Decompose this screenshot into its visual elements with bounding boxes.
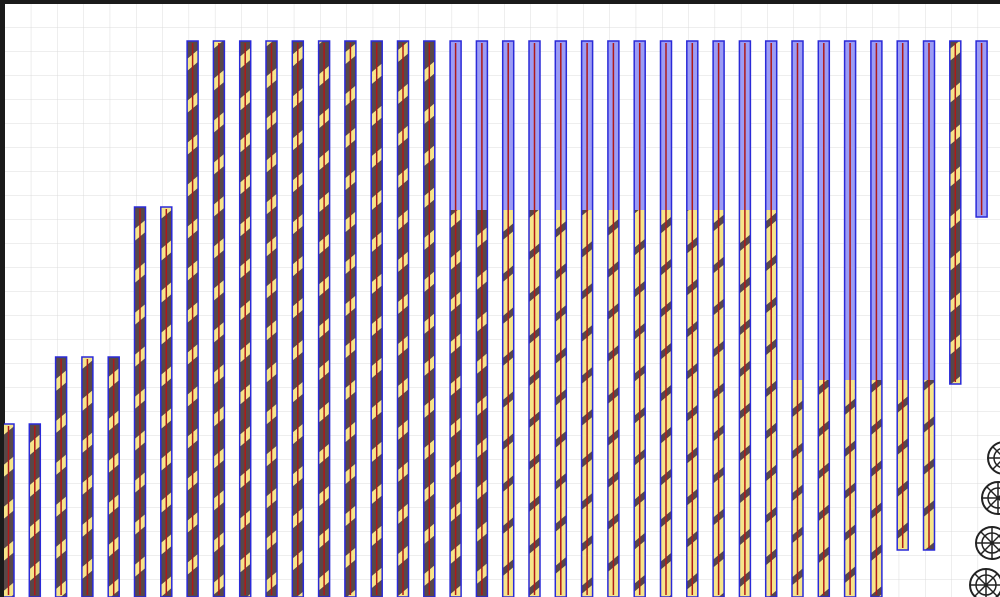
column-outline xyxy=(975,40,988,218)
column xyxy=(291,40,305,597)
column-outline xyxy=(449,40,462,597)
column-outline xyxy=(265,40,278,597)
column xyxy=(501,40,515,597)
column xyxy=(423,40,436,597)
column xyxy=(449,40,462,597)
column xyxy=(975,40,988,218)
column xyxy=(54,356,68,597)
frame-left xyxy=(0,0,4,597)
column xyxy=(2,423,15,597)
column xyxy=(686,40,699,597)
column-outline xyxy=(54,356,68,597)
column-outline xyxy=(81,356,94,597)
column-outline xyxy=(764,40,778,597)
column xyxy=(133,206,147,597)
column-outline xyxy=(817,40,831,597)
column xyxy=(817,40,831,597)
column xyxy=(870,40,883,597)
column-outline xyxy=(160,206,173,597)
column xyxy=(949,40,962,385)
column-outline xyxy=(922,40,936,551)
column-outline xyxy=(633,40,646,597)
column-outline xyxy=(738,40,752,597)
column xyxy=(712,40,725,597)
column-outline xyxy=(896,40,909,551)
column xyxy=(28,423,42,597)
columns xyxy=(2,40,988,597)
column-outline xyxy=(949,40,962,385)
column-outline xyxy=(712,40,725,597)
column-outline xyxy=(291,40,305,597)
column-outline xyxy=(554,40,568,597)
column-outline xyxy=(344,40,357,597)
column xyxy=(81,356,94,597)
column-outline xyxy=(28,423,42,597)
column-outline xyxy=(370,40,383,597)
column xyxy=(633,40,646,597)
wheel xyxy=(975,526,1000,560)
frame-top xyxy=(0,0,1000,4)
column-outline xyxy=(870,40,883,597)
column xyxy=(370,40,383,597)
column-outline xyxy=(396,40,410,597)
column-outline xyxy=(686,40,699,597)
column xyxy=(764,40,778,597)
column xyxy=(607,40,620,597)
column-outline xyxy=(186,40,199,597)
column xyxy=(186,40,199,597)
column xyxy=(738,40,752,597)
column xyxy=(528,40,541,597)
column-outline xyxy=(317,40,331,597)
column-outline xyxy=(843,40,857,597)
column-outline xyxy=(212,40,226,597)
column-outline xyxy=(501,40,515,597)
column-outline xyxy=(580,40,594,597)
column xyxy=(475,40,489,597)
column-outline xyxy=(791,40,804,597)
column xyxy=(843,40,857,597)
column xyxy=(160,206,173,597)
column xyxy=(791,40,804,597)
column xyxy=(580,40,594,597)
column-outline xyxy=(659,40,673,597)
column xyxy=(396,40,410,597)
column-outline xyxy=(238,40,252,597)
column-outline xyxy=(133,206,147,597)
column xyxy=(238,40,252,597)
column-outline xyxy=(528,40,541,597)
column xyxy=(896,40,909,551)
column xyxy=(317,40,331,597)
wheel xyxy=(969,568,1000,597)
column-outline xyxy=(475,40,489,597)
column xyxy=(212,40,226,597)
column xyxy=(554,40,568,597)
column-outline xyxy=(107,356,120,597)
column xyxy=(344,40,357,597)
column xyxy=(107,356,120,597)
column xyxy=(922,40,936,551)
column xyxy=(659,40,673,597)
column-outline xyxy=(423,40,436,597)
column-outline xyxy=(607,40,620,597)
column xyxy=(265,40,278,597)
